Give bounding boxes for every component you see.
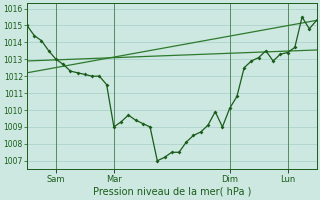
X-axis label: Pression niveau de la mer( hPa ): Pression niveau de la mer( hPa ) bbox=[92, 187, 251, 197]
